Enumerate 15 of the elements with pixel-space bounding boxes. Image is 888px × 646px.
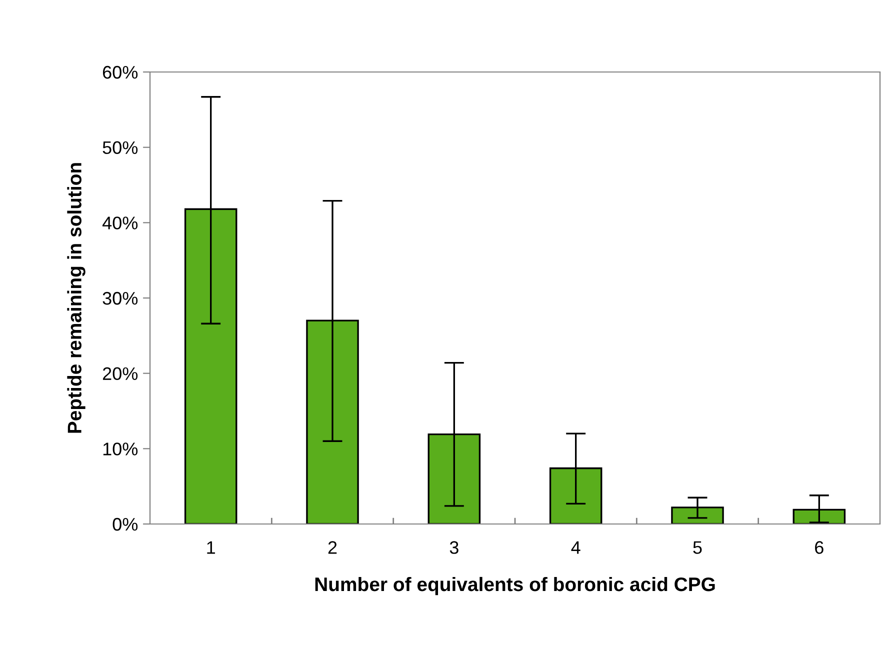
y-tick-label: 20%	[102, 367, 138, 380]
y-tick-label: 40%	[102, 216, 138, 230]
x-tick-label: 4	[571, 541, 580, 554]
y-tick-label: 60%	[102, 66, 138, 79]
y-tick-label: 50%	[102, 141, 138, 154]
x-tick-label: 2	[328, 541, 337, 554]
y-tick-label: 0%	[112, 518, 138, 531]
x-tick-label: 3	[450, 541, 458, 554]
x-tick-label: 1	[207, 541, 215, 554]
y-tick-label: 30%	[102, 292, 138, 305]
y-axis-title: Peptide remaining in solution	[67, 163, 86, 433]
x-axis-title: Number of equivalents of boronic acid CPG	[315, 576, 715, 596]
y-tick-label: 10%	[103, 442, 138, 456]
x-tick-label: 6	[815, 541, 824, 554]
x-tick-label: 5	[693, 541, 702, 554]
